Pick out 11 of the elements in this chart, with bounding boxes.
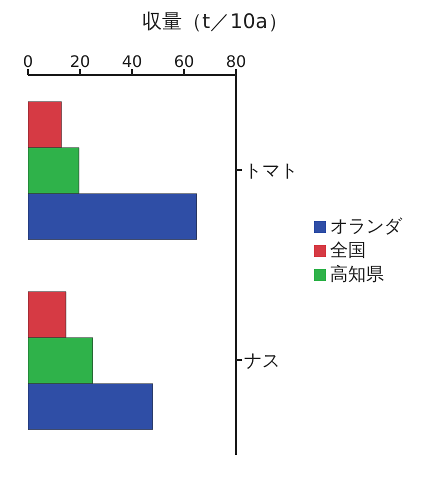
- x-tick-label: 40: [122, 52, 142, 71]
- legend-label: 全国: [330, 240, 366, 261]
- legend-label: オランダ: [330, 216, 402, 237]
- y-tick-label: トマト: [244, 160, 298, 182]
- x-tick-label: 60: [174, 52, 194, 71]
- x-tick-label: 80: [226, 52, 246, 71]
- x-tick-label: 20: [70, 52, 90, 71]
- y-tick-label: ナス: [244, 350, 280, 372]
- x-tick-label: 0: [22, 52, 34, 71]
- x-axis-title: 収量（t／10a）: [141, 8, 289, 35]
- legend-label: 高知県: [330, 264, 384, 285]
